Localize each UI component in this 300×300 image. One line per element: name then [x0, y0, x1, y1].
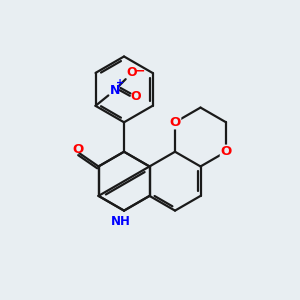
Text: −: − — [134, 65, 145, 78]
Text: O: O — [220, 145, 232, 158]
Text: NH: NH — [111, 215, 131, 228]
Text: O: O — [72, 142, 83, 156]
Text: O: O — [127, 66, 137, 80]
Text: O: O — [131, 90, 141, 103]
Text: O: O — [169, 116, 181, 129]
Text: +: + — [116, 78, 124, 88]
Text: N: N — [110, 84, 120, 97]
